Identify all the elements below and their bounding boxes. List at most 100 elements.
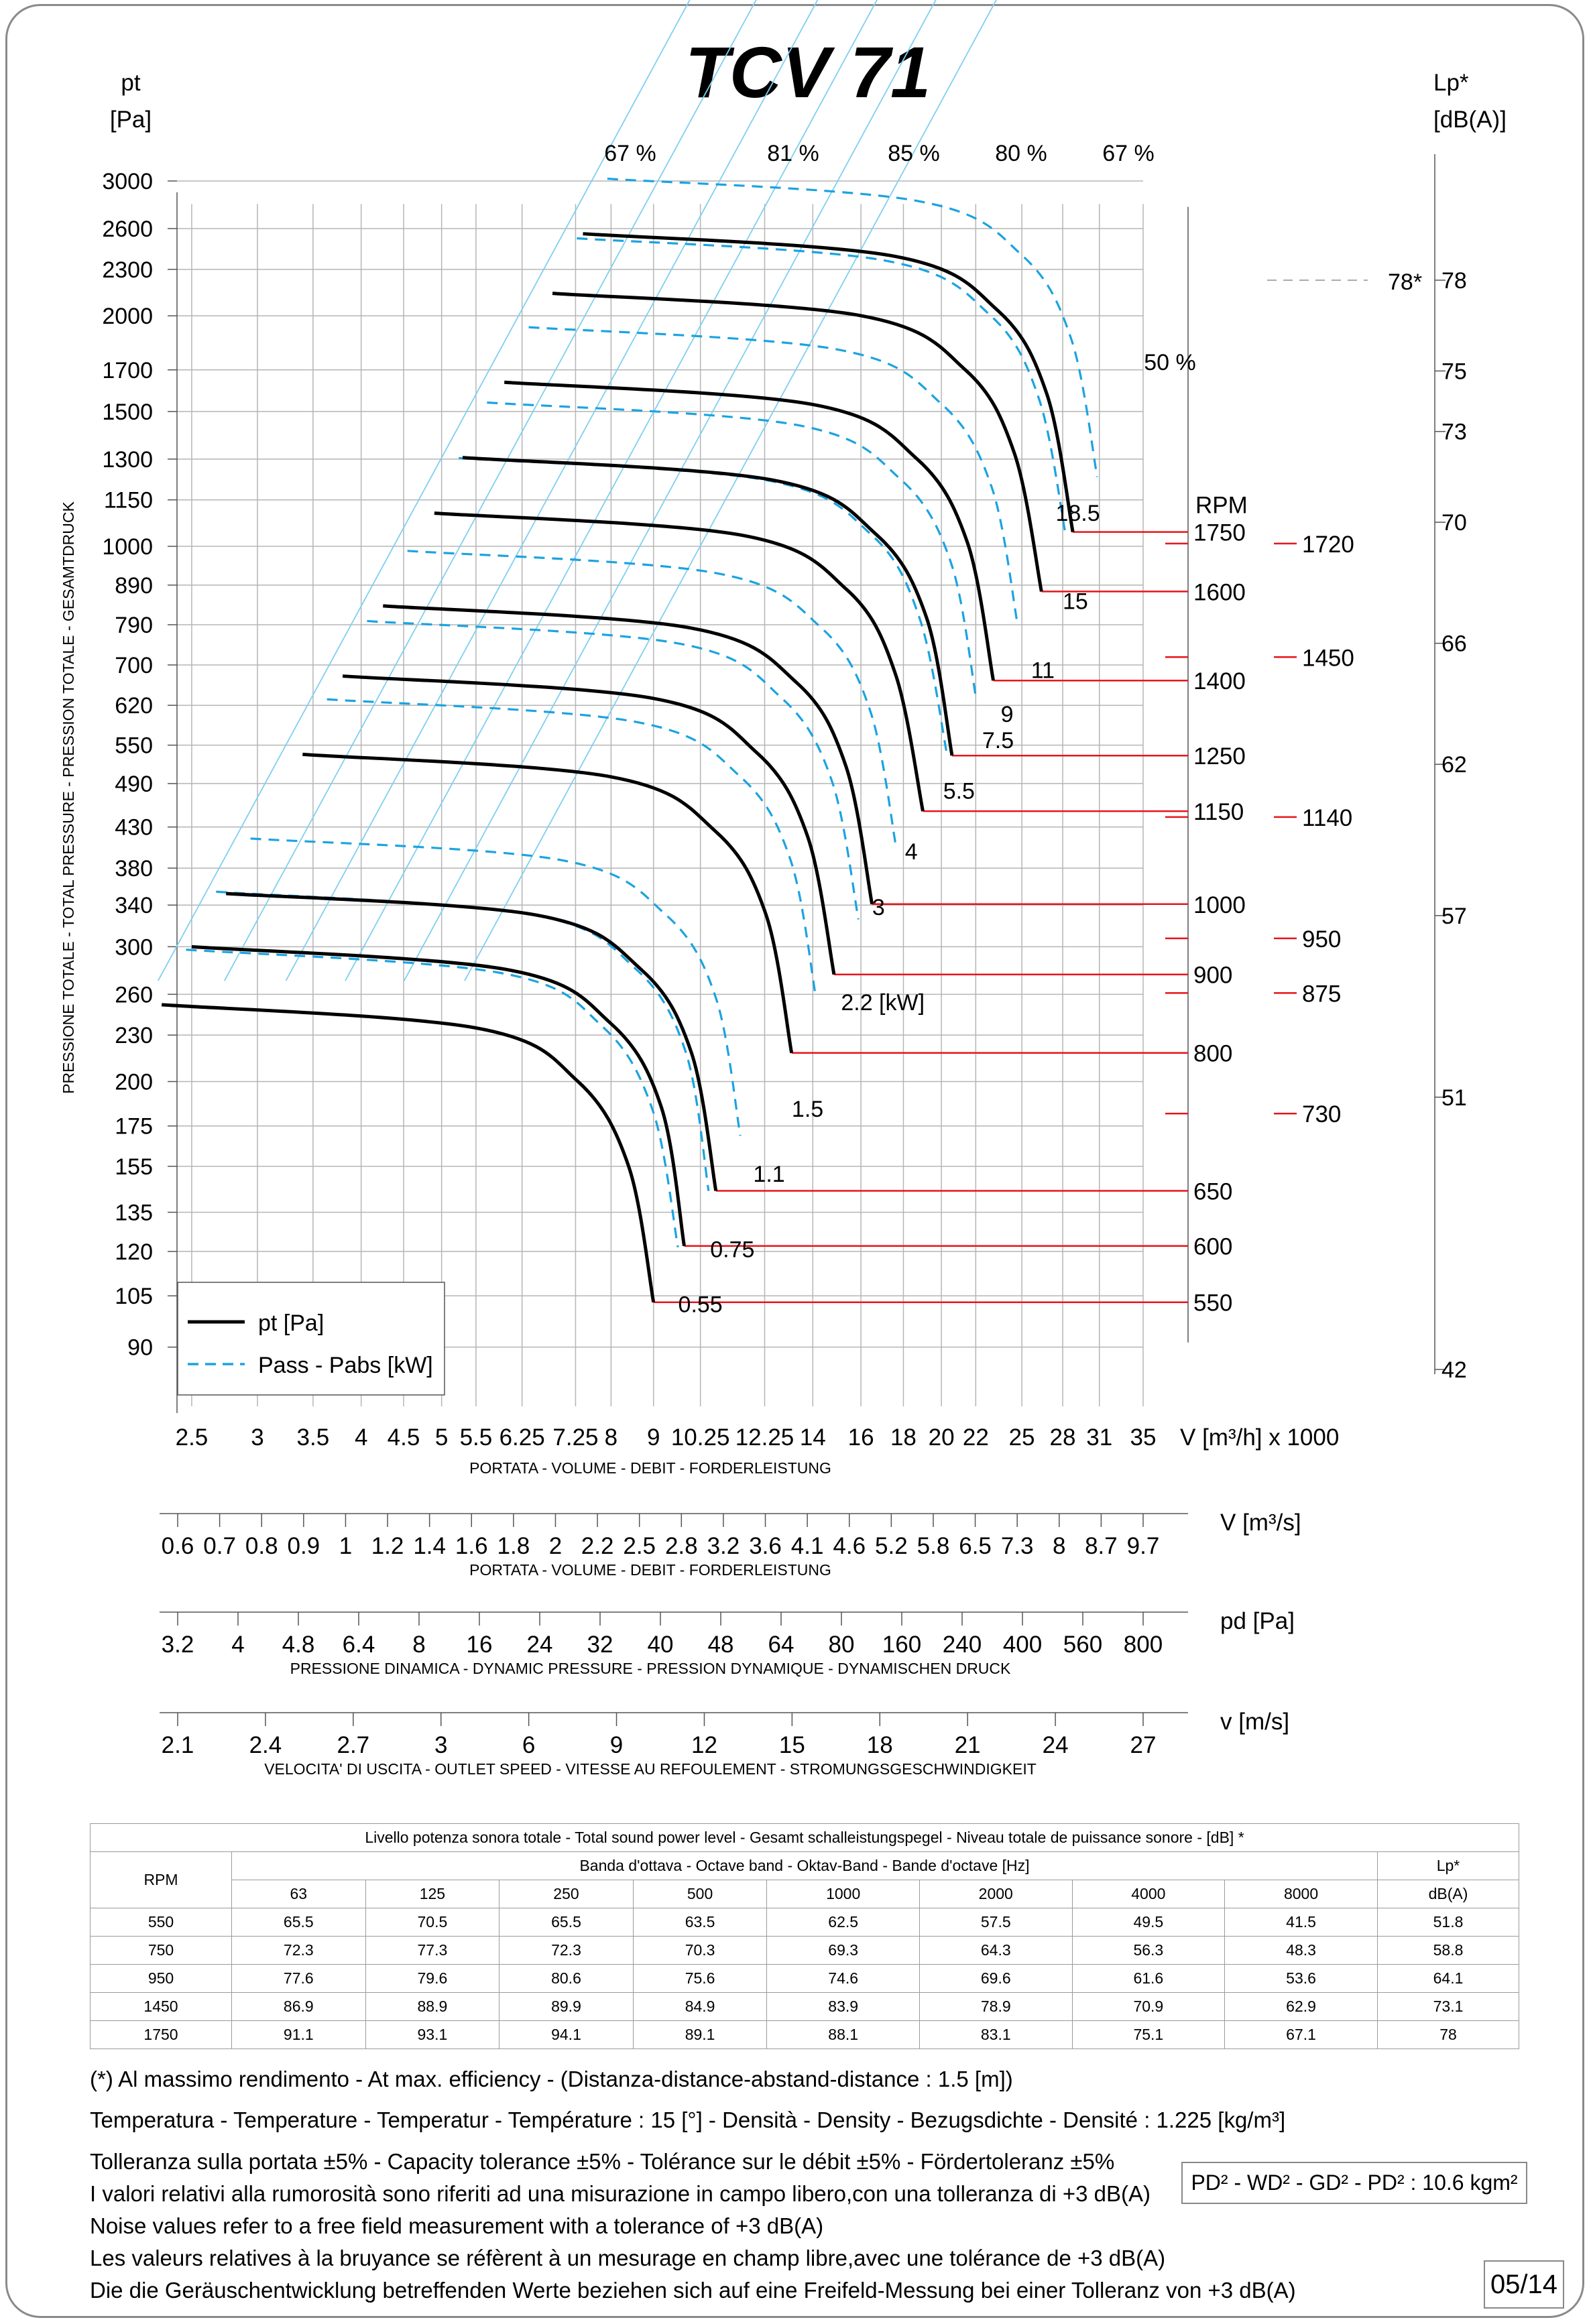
table-cell: 57.5 bbox=[919, 1908, 1073, 1937]
power-curve bbox=[367, 619, 860, 920]
rpm-label: 1000 bbox=[1193, 892, 1246, 918]
scale-label: pd [Pa] bbox=[1220, 1608, 1295, 1634]
table-cell: 69.3 bbox=[766, 1936, 920, 1965]
y-tick-label: 700 bbox=[115, 653, 153, 678]
table-cell: 73.1 bbox=[1377, 1992, 1519, 2021]
note-efficiency: (*) Al massimo rendimento - At max. effi… bbox=[90, 2067, 1013, 2091]
power-label: 11 bbox=[1031, 658, 1055, 683]
y-tick-label: 300 bbox=[115, 934, 153, 960]
band-header-cell: 250 bbox=[499, 1880, 634, 1908]
y-axis-label-unit: [Pa] bbox=[110, 107, 152, 133]
x-tick-label: 18 bbox=[890, 1424, 917, 1451]
power-curve bbox=[487, 401, 978, 701]
x-tick-label: 25 bbox=[1009, 1424, 1035, 1451]
scale-tick-label: 2.8 bbox=[665, 1533, 698, 1559]
table-cell: 64.1 bbox=[1377, 1964, 1519, 1993]
power-curve bbox=[250, 837, 742, 1136]
table-cell: 88.1 bbox=[766, 2020, 920, 2049]
pt-curve-1000 bbox=[383, 604, 874, 905]
scale-tick-label: 3.6 bbox=[749, 1533, 782, 1559]
secondary-scales: 0.6 0.7 0.8 0.9 1 1.2 1.4 1.6 1.8 2 2.2 2.5 2.8 3.2 3.… bbox=[160, 1510, 1301, 1778]
table-cell: 94.1 bbox=[499, 2020, 634, 2049]
scale-tick-label: 1.4 bbox=[413, 1533, 446, 1559]
table-title: Livello potenza sonora totale - Total so… bbox=[90, 1823, 1519, 1852]
efficiency-label: 80 % bbox=[995, 141, 1047, 166]
x-tick-label: 9 bbox=[647, 1424, 660, 1451]
lp-tick-label: 66 bbox=[1441, 631, 1467, 657]
lp-tick-label: 75 bbox=[1441, 359, 1467, 384]
power-curve bbox=[216, 890, 710, 1191]
scale-tick-label: 5.8 bbox=[917, 1533, 950, 1559]
table-lp-header: Lp* bbox=[1377, 1851, 1519, 1880]
scale-tick-label: 7.3 bbox=[1001, 1533, 1034, 1559]
scale-tick-label: 24 bbox=[527, 1632, 553, 1658]
power-label: 15 bbox=[1063, 589, 1088, 615]
efficiency-label: 50 % bbox=[1144, 350, 1196, 375]
power-curve bbox=[327, 698, 817, 998]
power-label: 18.5 bbox=[1055, 501, 1100, 526]
band-header-cell: 2000 bbox=[919, 1880, 1073, 1908]
rpm-label: 600 bbox=[1193, 1234, 1232, 1260]
table-cell: 53.6 bbox=[1224, 1964, 1378, 1993]
x-tick-label: 16 bbox=[848, 1424, 874, 1451]
scale-tick-label: 560 bbox=[1063, 1632, 1102, 1658]
table-cell: 75.6 bbox=[632, 1964, 768, 1993]
y-tick-label: 175 bbox=[115, 1114, 153, 1140]
scale-tick-label: 32 bbox=[587, 1632, 613, 1658]
table-cell: 72.3 bbox=[499, 1936, 634, 1965]
scale-tick-label: 2 bbox=[549, 1533, 562, 1559]
scale-tick-label: 160 bbox=[882, 1632, 921, 1658]
table-cell: 78 bbox=[1377, 2020, 1519, 2049]
scale-caption: VELOCITA' DI USCITA - OUTLET SPEED - VIT… bbox=[264, 1760, 1037, 1778]
efficiency-label: 85 % bbox=[888, 141, 940, 166]
x-axis-caption: PORTATA - VOLUME - DEBIT - FORDERLEISTUN… bbox=[469, 1459, 831, 1477]
table-cell: 56.3 bbox=[1071, 1936, 1226, 1965]
sound-power-table: Livello potenza sonora totale - Total so… bbox=[90, 1823, 1519, 2049]
scale-tick-label: 4.1 bbox=[791, 1533, 824, 1559]
y-tick-label: 2000 bbox=[102, 304, 153, 329]
scale-tick-label: 0.8 bbox=[245, 1533, 278, 1559]
table-cell: 41.5 bbox=[1224, 1908, 1378, 1937]
table-row: 950 77.6 79.6 80.6 75.6 74.6 69.6 61.6 53.6 64.1 bbox=[90, 1964, 1519, 1993]
y-tick-label: 890 bbox=[115, 573, 153, 599]
rpm-label: 1150 bbox=[1193, 799, 1244, 825]
lp-star-label: 78* bbox=[1388, 269, 1422, 295]
table-cell: 1750 bbox=[90, 2020, 232, 2049]
scale-tick-label: 1.6 bbox=[455, 1533, 488, 1559]
scale-tick-label: 3.2 bbox=[707, 1533, 740, 1559]
x-tick-label: 5 bbox=[435, 1424, 448, 1451]
y-tick-label: 2600 bbox=[102, 217, 153, 242]
lp-tick-label: 73 bbox=[1441, 420, 1467, 445]
scale-tick-label: 2.1 bbox=[162, 1732, 194, 1758]
table-cell: 62.9 bbox=[1224, 1992, 1378, 2021]
x-tick-label: 8 bbox=[605, 1424, 617, 1451]
efficiency-line bbox=[285, 0, 819, 981]
y-tick-label: 1150 bbox=[104, 488, 153, 513]
y-tick-label: 200 bbox=[115, 1069, 153, 1095]
x-tick-label: 20 bbox=[929, 1424, 955, 1451]
band-header-cell: 125 bbox=[365, 1880, 500, 1908]
x-tick-label: 2.5 bbox=[176, 1424, 209, 1451]
x-tick-label: 31 bbox=[1086, 1424, 1112, 1451]
pt-curve-550 bbox=[161, 1003, 656, 1303]
table-cell: 75.1 bbox=[1071, 2020, 1226, 2049]
y-tick-label: 790 bbox=[115, 613, 153, 638]
table-cell: 84.9 bbox=[632, 1992, 768, 2021]
efficiency-line bbox=[403, 0, 937, 981]
y-tick-label: 120 bbox=[115, 1239, 153, 1265]
table-cell: 78.9 bbox=[919, 1992, 1073, 2021]
scale-tick-label: 18 bbox=[867, 1732, 893, 1758]
scale-tick-label: 48 bbox=[708, 1632, 734, 1658]
table-cell: 91.1 bbox=[231, 2020, 366, 2049]
y-tick-label: 230 bbox=[115, 1023, 153, 1048]
x-tick-label: 35 bbox=[1130, 1424, 1157, 1451]
power-label: 0.55 bbox=[679, 1292, 723, 1317]
x-tick-label: 12.25 bbox=[735, 1424, 794, 1451]
table-cell: 89.1 bbox=[632, 2020, 768, 2049]
scale-tick-label: 0.6 bbox=[162, 1533, 194, 1559]
x-tick-label: 6.25 bbox=[499, 1424, 545, 1451]
lp-tick-label: 62 bbox=[1441, 752, 1467, 778]
efficiency-label: 67 % bbox=[1102, 141, 1155, 166]
band-header-cell: 500 bbox=[632, 1880, 768, 1908]
table-cell: 550 bbox=[90, 1908, 232, 1937]
